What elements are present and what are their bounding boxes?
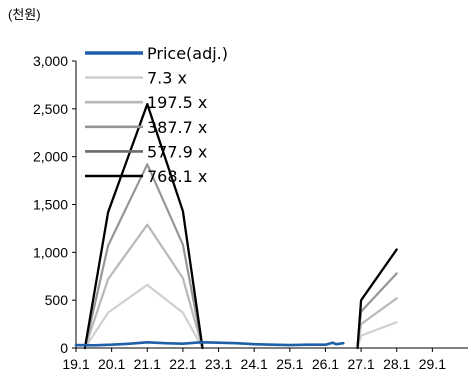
legend-item: Price(adj.) xyxy=(85,44,228,63)
y-tick-label: 2,500 xyxy=(33,101,68,117)
series-line xyxy=(83,102,204,350)
x-tick-label: 23.1 xyxy=(205,356,232,372)
x-tick-label: 26.1 xyxy=(312,356,339,372)
series-line xyxy=(83,223,204,350)
series-lines xyxy=(74,102,398,350)
series-price-adj- xyxy=(74,340,345,347)
y-tick-label: 500 xyxy=(45,292,69,308)
x-tick-label: 29.1 xyxy=(419,356,446,372)
series-line xyxy=(356,272,398,350)
x-tick-label: 22.1 xyxy=(169,356,196,372)
series-577-9-x xyxy=(83,102,398,350)
series-line xyxy=(83,163,204,350)
series-7-3-x xyxy=(83,283,398,350)
legend-item: 577.9 x xyxy=(85,142,207,161)
series-line xyxy=(356,297,398,350)
y-tick-label: 1,000 xyxy=(33,244,68,260)
legend-item: 197.5 x xyxy=(85,93,207,112)
series-line xyxy=(74,340,345,347)
legend-item: 387.7 x xyxy=(85,118,207,137)
y-tick-label: 1,500 xyxy=(33,197,68,213)
series-line xyxy=(356,248,398,350)
x-tick-label: 19.1 xyxy=(62,356,89,372)
series-line xyxy=(356,321,398,350)
x-tick-label: 24.1 xyxy=(241,356,268,372)
axes: 0 500 1,000 1,500 2,000 2,500 3,000 19.1 20.1 21.… xyxy=(33,53,468,372)
legend: Price(adj.) 7.3 x 197.5 x 387.7 x 577.9 x 768… xyxy=(85,44,228,186)
y-tick-label: 3,000 xyxy=(33,53,68,69)
x-tick-label: 28.1 xyxy=(383,356,410,372)
legend-label: Price(adj.) xyxy=(147,44,228,63)
x-tick-label: 21.1 xyxy=(134,356,161,372)
legend-label: 577.9 x xyxy=(147,142,207,161)
x-tick-label: 20.1 xyxy=(98,356,125,372)
legend-item: 768.1 x xyxy=(85,167,207,186)
legend-label: 387.7 x xyxy=(147,118,207,137)
y-tick-label: 2,000 xyxy=(33,149,68,165)
legend-label: 768.1 x xyxy=(147,167,207,186)
legend-item: 7.3 x xyxy=(85,69,187,88)
x-tick-label: 27.1 xyxy=(347,356,374,372)
legend-label: 197.5 x xyxy=(147,93,207,112)
unit-label: (천원) xyxy=(8,7,41,22)
y-tick-label: 0 xyxy=(60,340,68,356)
x-tick-label: 25.1 xyxy=(276,356,303,372)
series-387-7-x xyxy=(83,163,398,350)
series-197-5-x xyxy=(83,223,398,350)
series-line xyxy=(83,283,204,350)
series-768-1-x xyxy=(83,102,398,350)
legend-label: 7.3 x xyxy=(147,69,187,88)
